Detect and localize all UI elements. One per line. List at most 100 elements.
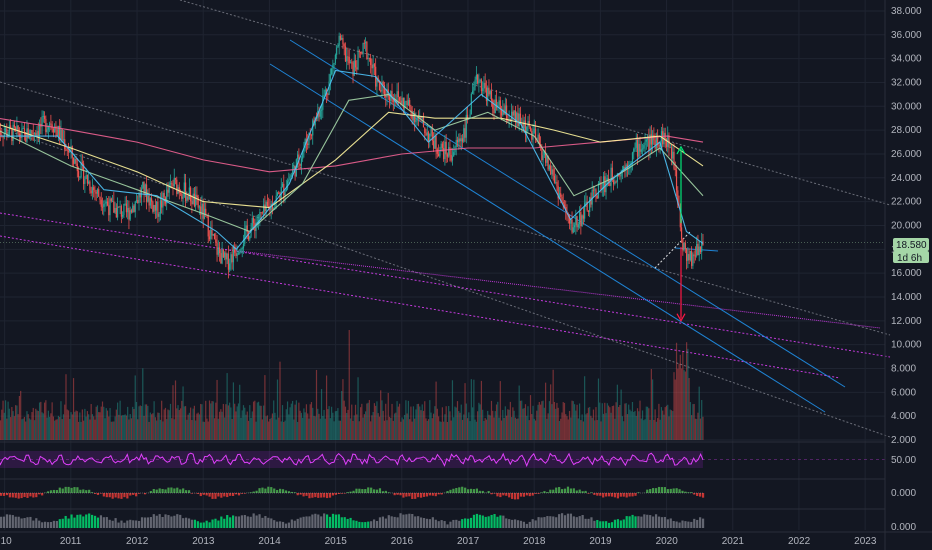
- volume-oscillator-bar: [214, 518, 217, 528]
- volume-bar: [224, 417, 226, 440]
- volume-bar: [0, 420, 2, 440]
- candle-body: [176, 179, 178, 194]
- candle-body: [611, 167, 613, 181]
- candle-body: [542, 155, 544, 161]
- volume-bar: [492, 410, 494, 440]
- volume-oscillator-bar: [690, 521, 693, 528]
- volume-bar: [563, 402, 566, 440]
- volume-oscillator-bar: [328, 516, 332, 528]
- price-candles: [0, 32, 704, 279]
- candle-body: [456, 139, 459, 143]
- candle-body: [499, 100, 501, 109]
- candle-body: [334, 54, 336, 64]
- oscillator-bar: [519, 493, 523, 497]
- volume-bar: [266, 415, 269, 440]
- volume-bar: [517, 418, 519, 440]
- volume-oscillator-bar: [372, 519, 376, 528]
- candle-body: [679, 206, 681, 228]
- volume-bar: [625, 403, 627, 440]
- candle-body: [575, 216, 577, 226]
- candle-body: [524, 120, 527, 134]
- candle-body: [150, 198, 153, 202]
- volume-bar: [221, 411, 223, 440]
- candle-body: [229, 263, 231, 270]
- volume-oscillator-bar: [170, 516, 173, 528]
- oscillator-bar: [663, 487, 666, 493]
- candle-body: [85, 174, 87, 180]
- oscillator-bar: [14, 493, 17, 498]
- oscillator-bar: [308, 493, 311, 499]
- volume-oscillator-bar: [234, 516, 238, 528]
- oscillator-bar: [328, 493, 332, 498]
- volume-oscillator-bar: [52, 520, 56, 528]
- volume-bar: [275, 419, 277, 440]
- volume-bar: [40, 401, 42, 440]
- candle-body: [552, 169, 554, 176]
- volume-bar: [566, 416, 568, 440]
- candle-body: [302, 152, 304, 159]
- volume-oscillator-bar: [278, 521, 282, 528]
- volume-oscillator-bar: [605, 521, 608, 528]
- volume-bar: [109, 408, 111, 440]
- candle-body: [133, 205, 135, 212]
- candle-body: [504, 105, 506, 115]
- oscillator-bar: [417, 493, 420, 498]
- candle-body: [111, 201, 114, 203]
- volume-bar: [352, 420, 354, 440]
- volume-bar: [431, 418, 433, 440]
- volume-bar: [191, 420, 193, 440]
- volume-bar: [47, 410, 49, 440]
- volume-bar: [409, 419, 411, 440]
- volume-bar: [602, 413, 605, 440]
- volume-bar: [171, 418, 173, 440]
- volume-bar: [692, 404, 694, 440]
- volume-bar: [668, 416, 670, 440]
- oscillator-bar: [619, 493, 622, 497]
- volume-bar: [222, 403, 224, 440]
- volume-bar: [509, 401, 511, 440]
- candle-body: [270, 203, 272, 211]
- volume-bar: [615, 402, 617, 440]
- oscillator-bar: [660, 487, 664, 493]
- volume-bar: [376, 401, 378, 440]
- volume-bar: [443, 421, 445, 440]
- volume-bar: [383, 420, 386, 440]
- time-axis[interactable]: 10 2011 2012 2013 2014 2015 2016 2017 2018 2019 20…: [0, 531, 932, 547]
- candle-body: [110, 198, 112, 202]
- volume-bar: [567, 419, 569, 440]
- candle-body: [125, 203, 128, 213]
- candle-body: [122, 214, 124, 217]
- volume-bar: [71, 414, 73, 440]
- oscillator-bar: [502, 493, 505, 496]
- price-axis[interactable]: 38.00036.00034.00032.00030.00028.00026.0…: [884, 0, 922, 550]
- candle-body: [396, 91, 398, 104]
- candle-body: [297, 154, 299, 160]
- volume-bar: [337, 408, 339, 440]
- candle-body: [495, 99, 498, 108]
- volume-oscillator-bar: [26, 517, 29, 528]
- candle-body: [281, 183, 284, 187]
- candle-body: [159, 200, 162, 214]
- oscillator-bar: [102, 493, 105, 497]
- volume-oscillator-bar: [484, 516, 487, 528]
- candle-body: [589, 197, 591, 212]
- volume-bar: [21, 419, 23, 440]
- volume-oscillator-bar: [681, 520, 684, 528]
- volume-oscillator-bar: [560, 513, 564, 528]
- candle-body: [585, 201, 587, 203]
- volume-bar: [184, 406, 187, 440]
- volume-bar: [12, 411, 14, 440]
- volume-bar: [290, 403, 292, 440]
- oscillator-bar: [455, 487, 458, 493]
- volume-bar: [181, 400, 183, 440]
- volume-bar: [35, 408, 37, 440]
- candle-body: [42, 116, 44, 117]
- candle-body: [670, 147, 673, 159]
- candle-body: [517, 112, 519, 127]
- volume-oscillator-bar: [255, 515, 258, 528]
- candle-body: [484, 82, 486, 88]
- oscillator-bar: [411, 493, 414, 499]
- oscillator-bar: [584, 490, 587, 493]
- volume-bar: [207, 421, 209, 440]
